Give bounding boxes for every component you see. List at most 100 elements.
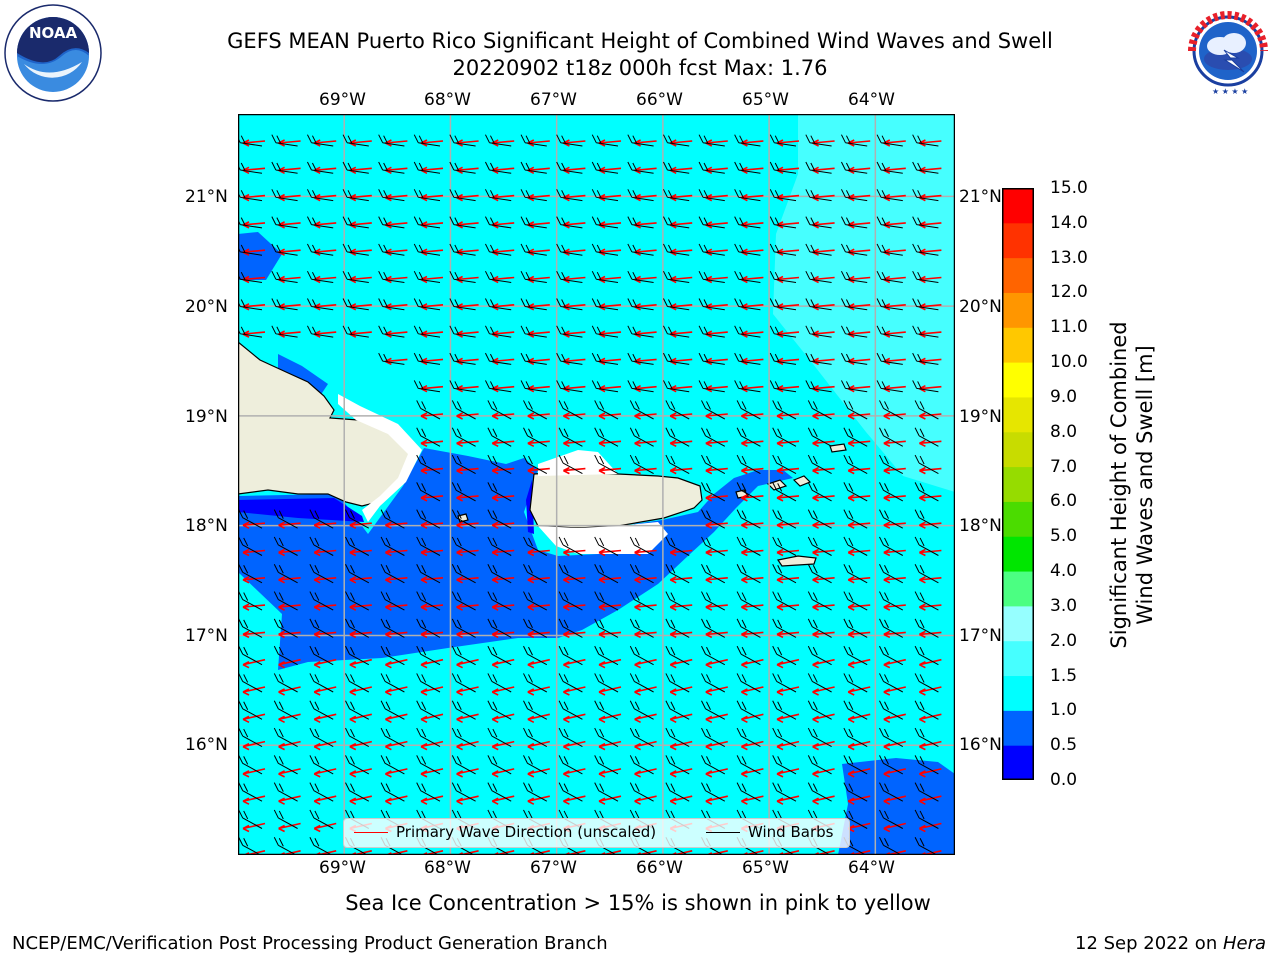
colorbar-segment-10 (1002, 396, 1034, 433)
colorbar-title: Significant Height of Combined Wind Wave… (1104, 300, 1160, 670)
wave-arrow (242, 686, 266, 696)
wave-arrow (669, 658, 693, 669)
wind-barb (416, 427, 441, 447)
wind-barb (556, 298, 583, 311)
wind-barb (769, 134, 797, 147)
lon-tick-bottom-69: 69°W (319, 858, 366, 878)
cbar-label-10.0: 10.0 (1050, 352, 1088, 373)
wind-barb (591, 325, 619, 338)
cbar-label-2.0: 2.0 (1050, 630, 1078, 651)
wind-barb (591, 243, 619, 256)
wind-barb (701, 673, 726, 693)
wave-arrow (776, 713, 800, 724)
wind-barb (807, 564, 832, 584)
wind-barb (627, 189, 654, 202)
wind-barb (662, 161, 690, 174)
lat-tick-left-19: 19°N (185, 407, 228, 427)
wave-arrow (598, 713, 622, 724)
wind-barb (665, 400, 690, 420)
wind-barb (914, 700, 939, 720)
wind-barb (306, 243, 334, 256)
wind-barb (449, 161, 476, 174)
wave-arrow (919, 768, 942, 778)
footer-date: 12 Sep 2022 on Hera (1075, 933, 1266, 954)
cbar-label-5.0: 5.0 (1050, 526, 1078, 547)
wind-barb (701, 645, 726, 666)
wind-barb (805, 380, 832, 393)
wave-arrow (741, 713, 764, 724)
colorbar-segment-13 (1002, 292, 1034, 328)
wind-barb (558, 673, 583, 693)
wind-barb (912, 325, 939, 338)
wave-arrow (491, 713, 515, 724)
wind-barb (309, 700, 334, 720)
cbar-label-12.0: 12.0 (1050, 282, 1088, 303)
wind-barb (769, 380, 797, 393)
wind-barb (879, 700, 904, 720)
wind-barb (629, 400, 654, 420)
cbar-label-1.5: 1.5 (1050, 665, 1078, 686)
wind-barb (665, 536, 690, 556)
svg-text:★ ★ ★ ★: ★ ★ ★ ★ (1212, 87, 1248, 96)
wave-arrow (527, 658, 550, 669)
wave-arrow (634, 740, 657, 751)
wind-barb (736, 618, 761, 638)
wave-arrow (847, 795, 871, 805)
wind-barb (662, 380, 690, 393)
wind-barb (914, 564, 939, 584)
wind-barb (701, 482, 726, 502)
wind-barb (772, 400, 797, 420)
colorbar-segment-11 (1002, 362, 1034, 398)
wind-barb (487, 645, 512, 666)
wave-arrow (669, 740, 693, 751)
wind-barb (843, 400, 868, 420)
wind-barb (273, 536, 298, 556)
wave-arrow (456, 740, 479, 751)
wind-barb (591, 189, 619, 202)
wave-arrow (278, 658, 301, 669)
noaa-logo-text: NOAA (29, 24, 78, 42)
wind-barb (309, 782, 334, 802)
wave-arrow (385, 740, 408, 751)
wave-arrow (385, 768, 408, 778)
wind-barb (380, 591, 405, 611)
wind-barb (627, 243, 654, 256)
wind-barb (594, 564, 619, 584)
wind-barb (698, 325, 725, 338)
wind-barb (413, 325, 441, 338)
wave-arrow (313, 686, 337, 696)
wave-direction-arrows (242, 139, 942, 855)
legend-wave-entry: Primary Wave Direction (unscaled) (354, 823, 656, 841)
wind-barb (629, 673, 654, 693)
wind-barb (558, 645, 583, 666)
wind-barb (309, 536, 334, 556)
wind-barb (701, 536, 726, 556)
wind-barb (629, 645, 654, 666)
wave-arrow (669, 795, 693, 805)
st-croix-island (777, 555, 817, 567)
wave-arrow (527, 768, 550, 778)
wave-arrow (812, 713, 835, 724)
wind-barb (701, 782, 726, 802)
wind-barb (271, 270, 298, 283)
wind-barb (342, 161, 369, 174)
lon-tick-top-67: 67°W (530, 90, 577, 110)
wind-barb (306, 270, 334, 283)
wind-barb (558, 618, 583, 638)
wave-arrow (278, 740, 301, 751)
wind-barb (591, 161, 619, 174)
wind-barb (840, 216, 868, 229)
wave-arrow (634, 795, 657, 805)
wind-barb (805, 298, 832, 311)
cbar-label-3.0: 3.0 (1050, 595, 1078, 616)
wind-barb (698, 134, 725, 147)
wind-barb (629, 454, 654, 475)
wind-barb (772, 673, 797, 693)
colorbar-segment-12 (1002, 327, 1034, 363)
wind-barb (594, 618, 619, 638)
wave-arrow (705, 713, 728, 724)
wind-barb (309, 755, 334, 775)
wind-barb (736, 782, 761, 802)
wind-barb (665, 645, 690, 666)
wind-barb (805, 189, 832, 202)
